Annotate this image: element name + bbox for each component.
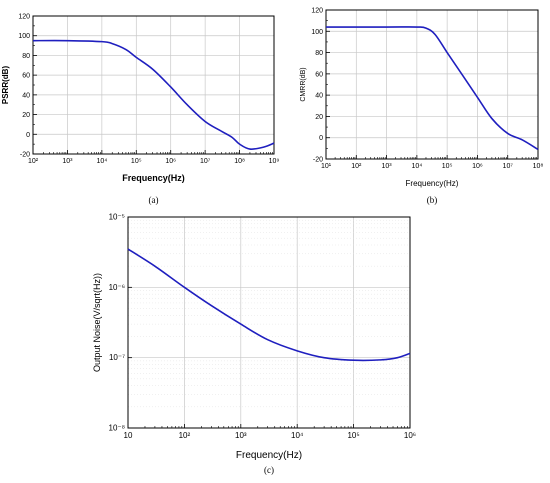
x-axis-label: Frequency(Hz) — [122, 173, 185, 183]
x-tick-label: 10⁵ — [347, 431, 359, 440]
y-tick-label: 10⁻⁵ — [109, 213, 125, 222]
series-line — [325, 26, 539, 151]
x-tick-label: 10⁴ — [96, 158, 107, 165]
y-tick-label: 120 — [311, 8, 323, 15]
x-tick-label: 10² — [179, 431, 191, 440]
x-tick-label: 10⁸ — [533, 163, 544, 170]
x-tick-label: 10³ — [62, 158, 73, 165]
y-tick-label: 80 — [22, 53, 30, 60]
y-tick-label: 60 — [22, 73, 30, 80]
y-tick-label: 100 — [18, 33, 30, 40]
y-tick-label: 40 — [22, 92, 30, 99]
x-axis-label: Frequency(Hz) — [406, 179, 459, 188]
y-tick-label: 10⁻⁷ — [109, 353, 125, 362]
x-tick-label: 10⁹ — [269, 158, 280, 165]
y-tick-label: 100 — [311, 29, 323, 36]
x-tick-label: 10⁷ — [200, 158, 211, 165]
x-tick-label: 10⁷ — [503, 163, 514, 170]
y-tick-label: 120 — [18, 14, 30, 21]
x-tick-label: 10⁶ — [472, 163, 483, 170]
y-tick-label: 20 — [22, 112, 30, 119]
y-tick-label: 20 — [315, 114, 323, 121]
y-tick-label: -20 — [20, 152, 30, 159]
y-tick-label: 10⁻⁸ — [109, 424, 126, 433]
y-axis-label: PSRR(dB) — [1, 66, 10, 105]
x-tick-label: 10⁴ — [291, 431, 304, 440]
x-tick-label: 10⁵ — [131, 158, 142, 165]
y-tick-label: 40 — [315, 93, 323, 100]
x-tick-label: 10⁴ — [411, 163, 422, 170]
y-tick-label: -20 — [313, 157, 323, 164]
x-tick-label: 10⁶ — [404, 431, 416, 440]
chart-a: 10² 10³ 10⁴ 10⁵ 10⁶ 10⁷ 10⁸ 10⁹ -20 0 20 40 60 80 100 1… — [1, 14, 279, 206]
subfigure-caption: (a) — [149, 195, 159, 205]
x-tick-label: 10² — [351, 163, 362, 170]
x-axis-label: Frequency(Hz) — [236, 450, 302, 461]
plot-frame — [127, 216, 411, 429]
y-tick-label: 0 — [26, 132, 30, 139]
plot-frame — [32, 15, 275, 155]
y-tick-label: 60 — [315, 71, 323, 78]
chart-c: 10 10² 10³ 10⁴ 10⁵ 10⁶ 10⁻⁸ 10⁻⁷ 10⁻⁶ 10⁻⁵ Frequen… — [92, 213, 416, 476]
y-axis-label: Output Noise(V/sqrt(Hz)) — [92, 273, 102, 372]
x-tick-label: 10³ — [235, 431, 247, 440]
x-tick-label: 10⁶ — [165, 158, 176, 165]
y-axis-label: CMRR(dB) — [300, 67, 307, 101]
y-tick-label: 10⁻⁶ — [109, 283, 125, 292]
x-tick-label: 10² — [28, 158, 39, 165]
chart-b: 10¹ 10² 10³ 10⁴ 10⁵ 10⁶ 10⁷ 10⁸ -20 0 20 40 60 80 100 1… — [300, 8, 543, 206]
x-tick-label: 10⁸ — [234, 158, 245, 165]
y-tick-label: 80 — [315, 50, 323, 57]
x-tick-label: 10¹ — [321, 163, 332, 170]
y-tick-label: 0 — [319, 135, 323, 142]
series-line — [127, 248, 411, 362]
subfigure-caption: (b) — [427, 195, 438, 205]
x-tick-label: 10 — [124, 431, 133, 440]
x-tick-label: 10³ — [382, 163, 393, 170]
subfigure-caption: (c) — [264, 465, 274, 475]
series-line — [32, 39, 275, 150]
x-tick-label: 10⁵ — [442, 163, 453, 170]
